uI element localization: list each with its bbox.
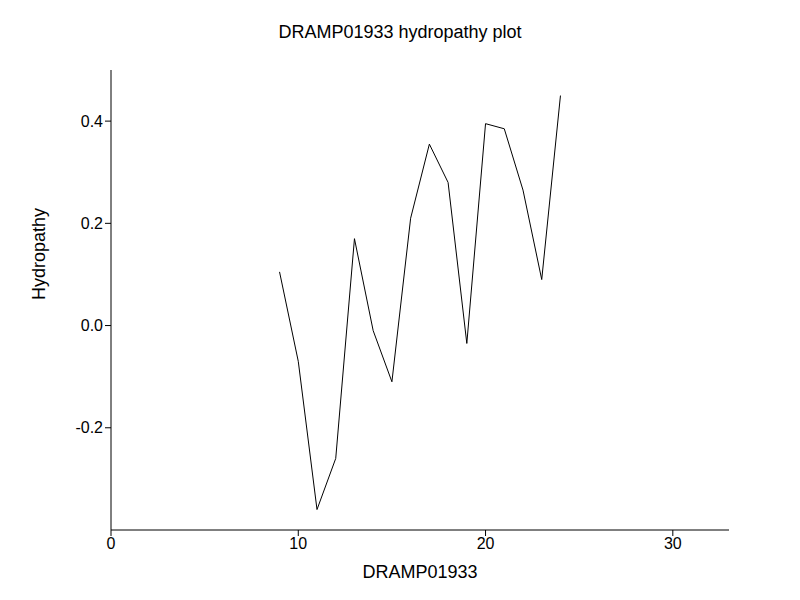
svg-text:0.2: 0.2 <box>81 215 103 232</box>
html-text:DRAMP01933 hydropathy plot: DRAMP01933 hydropathy plot <box>278 22 522 42</box>
svg-text:0.4: 0.4 <box>81 113 103 130</box>
svg-text:0: 0 <box>107 535 116 552</box>
svg-text:10: 10 <box>289 535 307 552</box>
svg-text:DRAMP01933: DRAMP01933 <box>362 562 477 582</box>
svg-text:20: 20 <box>477 535 495 552</box>
svg-text:30: 30 <box>664 535 682 552</box>
svg-text:-0.2: -0.2 <box>75 419 103 436</box>
svg-text:0.0: 0.0 <box>81 317 103 334</box>
svg-text:Hydropathy: Hydropathy <box>29 208 49 300</box>
